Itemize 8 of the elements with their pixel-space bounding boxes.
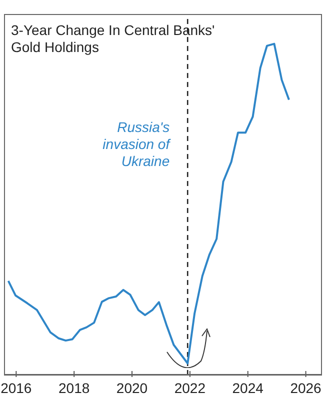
ref-line-label: Russia's invasion of Ukraine <box>102 119 172 169</box>
x-tick-label: 2026 <box>290 380 322 396</box>
x-tick-label: 2020 <box>116 380 148 396</box>
chart-title: 3-Year Change In Central Banks' Gold Holdings <box>11 22 216 56</box>
x-tick-label: 2018 <box>58 380 90 396</box>
x-tick-label: 2024 <box>232 380 264 396</box>
x-tick-label: 2022 <box>174 380 206 396</box>
x-tick-label: 2016 <box>0 380 32 396</box>
